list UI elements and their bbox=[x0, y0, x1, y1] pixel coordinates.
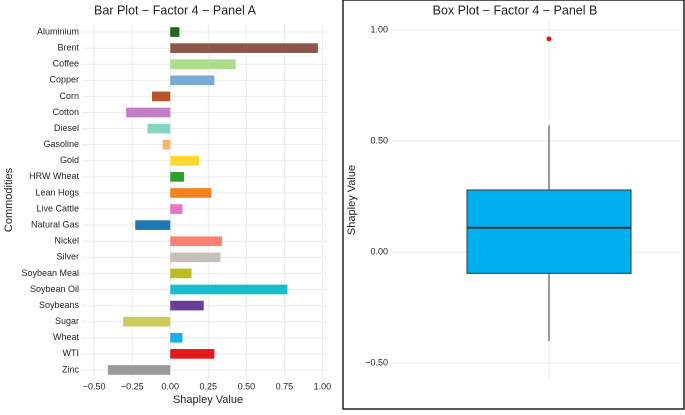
bar bbox=[170, 252, 221, 263]
y-tick-label: Natural Gas bbox=[31, 220, 80, 230]
y-tick-label: Live Cattle bbox=[36, 203, 79, 213]
y-tick-label: Nickel bbox=[54, 236, 79, 246]
x-tick-label: −0.25 bbox=[121, 381, 144, 391]
bar bbox=[123, 316, 171, 327]
y-tick-label: Copper bbox=[49, 75, 79, 85]
x-tick-label: 0.00 bbox=[161, 381, 179, 391]
y-tick-label: Brent bbox=[57, 43, 79, 53]
y-tick-label: Gold bbox=[60, 155, 79, 165]
bar bbox=[170, 75, 215, 86]
y-tick-label: Zinc bbox=[62, 364, 80, 374]
bar bbox=[152, 91, 171, 102]
bar bbox=[147, 123, 171, 134]
y-tick-label: −0.50 bbox=[365, 358, 388, 368]
bar bbox=[170, 332, 183, 343]
panel-border bbox=[342, 0, 685, 410]
y-axis-label: Shapley Value bbox=[346, 165, 358, 235]
y-tick-label: HRW Wheat bbox=[29, 171, 79, 181]
bar bbox=[170, 59, 236, 70]
bar bbox=[135, 220, 171, 230]
bar bbox=[170, 349, 215, 359]
bar bbox=[170, 284, 288, 295]
box bbox=[466, 189, 632, 274]
bar bbox=[126, 107, 171, 118]
y-axis-label: Commodities bbox=[3, 167, 15, 232]
bar bbox=[170, 43, 318, 53]
bar bbox=[107, 365, 171, 375]
x-tick-label: 0.50 bbox=[238, 381, 256, 391]
chart-title: Bar Plot − Factor 4 − Panel A bbox=[94, 3, 257, 17]
bar bbox=[162, 139, 171, 150]
y-tick-label: Soybeans bbox=[39, 300, 80, 310]
y-tick-label: Diesel bbox=[54, 123, 79, 133]
y-tick-label: Soybean Oil bbox=[30, 284, 79, 294]
y-tick-label: WTI bbox=[63, 348, 80, 358]
x-tick-label: 1.00 bbox=[314, 381, 332, 391]
bar bbox=[170, 188, 212, 198]
y-tick-label: 0.50 bbox=[370, 135, 388, 145]
bar bbox=[170, 172, 184, 182]
y-tick-label: Silver bbox=[56, 252, 79, 262]
bar bbox=[170, 300, 204, 311]
chart-title: Box Plot − Factor 4 − Panel B bbox=[433, 3, 598, 17]
y-tick-label: 1.00 bbox=[370, 24, 388, 34]
x-tick-label: 0.75 bbox=[276, 381, 294, 391]
outlier bbox=[546, 36, 552, 42]
y-tick-label: Gasoline bbox=[43, 139, 79, 149]
y-tick-label: Aluminium bbox=[37, 26, 79, 36]
bar bbox=[170, 236, 222, 247]
bar bbox=[170, 204, 183, 214]
y-tick-label: Soybean Meal bbox=[21, 268, 79, 278]
x-axis-label: Shapley Value bbox=[173, 394, 243, 406]
bar bbox=[170, 155, 200, 166]
y-tick-label: Coffee bbox=[53, 59, 79, 69]
x-tick-label: −0.50 bbox=[83, 381, 106, 391]
x-tick-label: 0.25 bbox=[200, 381, 218, 391]
y-tick-label: Sugar bbox=[55, 316, 79, 326]
y-tick-label: Lean Hogs bbox=[35, 187, 79, 197]
bar bbox=[170, 27, 180, 37]
bar bbox=[170, 268, 192, 279]
y-tick-label: Corn bbox=[59, 91, 79, 101]
y-tick-label: 0.00 bbox=[370, 247, 388, 257]
y-tick-label: Cotton bbox=[52, 107, 79, 117]
y-tick-label: Wheat bbox=[53, 332, 80, 342]
